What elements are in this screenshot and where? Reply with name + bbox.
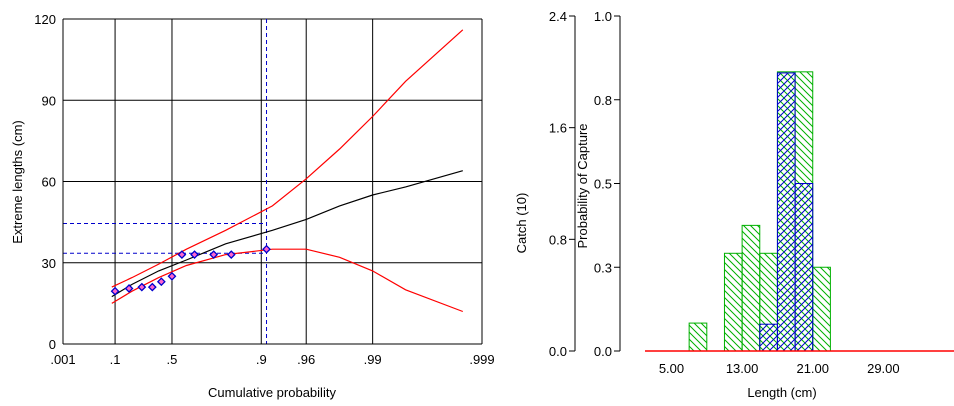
- observed-point: [110, 286, 120, 296]
- probability-bar: [776, 72, 796, 352]
- right-x-axis-title: Length (cm): [747, 385, 816, 400]
- right-tick-labels: 0.0 0.8 1.6 2.4 0.0 0.3 0.5 0.8 1.0 5.00 13.00 21.0…: [549, 9, 900, 376]
- observed-point: [147, 282, 157, 292]
- observed-point: [262, 244, 271, 254]
- right-x-tick-label: 13.00: [726, 361, 759, 376]
- left-x-tick-label: .5: [167, 352, 178, 367]
- probability-bar: [759, 323, 778, 352]
- probability-tick-label: 0.3: [594, 260, 612, 275]
- catch-bar: [723, 252, 743, 352]
- observed-point: [177, 250, 187, 260]
- left-y-tick-label: 0: [49, 337, 56, 352]
- probability-tick-label: 0.8: [594, 93, 612, 108]
- left-x-tick-label: .1: [110, 352, 121, 367]
- probability-axis-title: Probability of Capture: [575, 123, 590, 248]
- right-x-tick-label: 21.00: [796, 361, 829, 376]
- probability-bar: [794, 183, 814, 352]
- lower-bound-curve: [111, 248, 464, 313]
- catch-bar: [688, 322, 708, 352]
- left-x-tick-label: .001: [50, 352, 75, 367]
- right-x-tick-label: 5.00: [659, 361, 684, 376]
- extreme-lengths-chart: 0 30 60 90 120 .001 .1 .5 .9 .96 .99 .999 Cumulativ…: [10, 12, 495, 400]
- observed-point: [167, 271, 177, 281]
- left-x-axis-title: Cumulative probability: [208, 385, 336, 400]
- observed-point: [124, 284, 134, 293]
- catch-tick-label: 0.0: [549, 344, 567, 359]
- left-y-tick-label: 90: [42, 93, 56, 108]
- fitted-curve: [111, 170, 463, 298]
- probability-tick-label: 0.5: [594, 177, 612, 192]
- right-axes: [569, 15, 954, 352]
- catch-tick-label: 1.6: [549, 121, 567, 136]
- observed-point: [137, 282, 147, 292]
- left-x-tick-label: .9: [256, 352, 267, 367]
- catch-tick-label: 0.8: [549, 232, 567, 247]
- left-x-tick-label: .96: [297, 352, 315, 367]
- observed-point: [190, 250, 199, 260]
- observed-point: [226, 250, 236, 260]
- observed-point: [209, 250, 219, 260]
- left-series-layer: [63, 19, 464, 344]
- catch-bar: [741, 224, 761, 352]
- upper-bound-curve: [111, 29, 464, 288]
- left-y-tick-label: 30: [42, 256, 56, 271]
- left-axes: [62, 19, 482, 345]
- catch-bars-layer: [688, 71, 831, 352]
- catch-bar: [812, 266, 831, 352]
- catch-tick-label: 2.4: [549, 9, 567, 24]
- observed-point: [156, 277, 166, 287]
- left-tick-labels: 0 30 60 90 120 .001 .1 .5 .9 .96 .99 .999: [34, 12, 494, 367]
- left-y-axis-title: Extreme lengths (cm): [10, 120, 25, 244]
- right-x-tick-label: 29.00: [867, 361, 900, 376]
- left-y-tick-label: 60: [42, 175, 56, 190]
- observed-points-layer: [110, 244, 271, 296]
- probability-tick-label: 0.0: [594, 344, 612, 359]
- catch-axis-title: Catch (10): [514, 193, 529, 254]
- left-x-tick-label: .999: [469, 352, 494, 367]
- left-x-tick-label: .99: [364, 352, 382, 367]
- probability-tick-label: 1.0: [594, 9, 612, 24]
- length-frequency-chart: 0.0 0.8 1.6 2.4 0.0 0.3 0.5 0.8 1.0 5.00 13.00 21.0…: [514, 9, 954, 400]
- left-grid: [63, 18, 483, 344]
- left-y-tick-label: 120: [34, 12, 56, 27]
